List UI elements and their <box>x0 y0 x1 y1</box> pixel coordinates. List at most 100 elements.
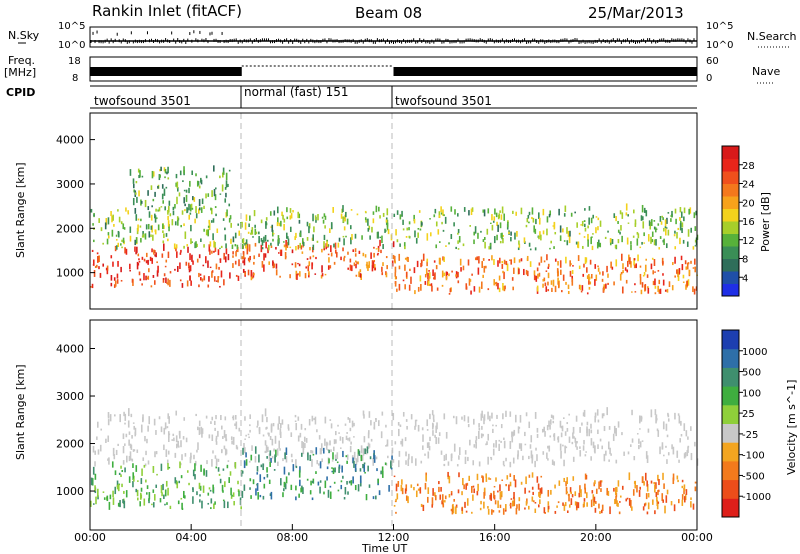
power-colorbar-swatch <box>722 233 739 247</box>
scatter-cell <box>288 472 290 476</box>
scatter-cell <box>175 480 178 485</box>
scatter-cell <box>135 214 138 221</box>
scatter-cell <box>265 217 268 221</box>
scatter-cell <box>377 245 380 250</box>
scatter-cell <box>345 455 348 458</box>
scatter-cell <box>217 467 220 472</box>
scatter-cell <box>411 456 413 464</box>
scatter-cell <box>107 235 110 239</box>
scatter-cell <box>354 260 357 263</box>
scatter-cell <box>166 459 169 464</box>
scatter-cell <box>500 440 502 443</box>
scatter-cell <box>572 426 575 434</box>
scatter-cell <box>379 239 381 247</box>
scatter-cell <box>196 180 199 187</box>
scatter-cell <box>497 224 499 232</box>
scatter-cell <box>470 208 473 216</box>
scatter-cell <box>375 456 378 460</box>
scatter-cell <box>283 466 286 475</box>
scatter-cell <box>653 226 656 230</box>
scatter-cell <box>493 490 495 499</box>
scatter-cell <box>263 236 265 243</box>
scatter-cell <box>644 472 647 481</box>
x-tick-label: 00:00 <box>681 531 713 544</box>
scatter-cell <box>240 472 243 477</box>
scatter-cell <box>509 411 512 417</box>
scatter-cell <box>642 216 644 221</box>
scatter-cell <box>210 208 213 215</box>
scatter-cell <box>247 231 250 234</box>
scatter-cell <box>157 209 159 212</box>
scatter-cell <box>105 267 108 271</box>
scatter-cell <box>231 440 233 445</box>
scatter-cell <box>580 224 582 226</box>
scatter-cell <box>220 414 222 421</box>
scatter-cell <box>540 256 543 263</box>
scatter-cell <box>457 489 460 494</box>
scatter-cell <box>677 479 679 483</box>
scatter-cell <box>663 238 665 246</box>
scatter-cell <box>279 448 281 451</box>
scatter-cell <box>171 219 174 226</box>
scatter-cell <box>255 231 258 235</box>
scatter-cell <box>381 411 384 416</box>
scatter-cell <box>329 485 332 488</box>
scatter-cell <box>476 256 479 261</box>
scatter-cell <box>245 244 248 249</box>
scatter-cell <box>401 210 403 217</box>
scatter-cell <box>477 232 479 239</box>
scatter-cell <box>639 486 642 490</box>
scatter-cell <box>247 257 250 261</box>
scatter-cell <box>152 198 155 202</box>
scatter-cell <box>571 278 574 286</box>
scatter-cell <box>526 217 529 223</box>
scatter-cell <box>253 255 256 260</box>
scatter-cell <box>686 450 689 457</box>
scatter-cell <box>386 444 388 447</box>
scatter-cell <box>694 226 697 231</box>
scatter-cell <box>536 267 539 272</box>
scatter-cell <box>657 430 660 437</box>
scatter-cell <box>351 234 353 240</box>
scatter-cell <box>494 208 496 215</box>
scatter-cell <box>662 499 664 503</box>
scatter-cell <box>630 499 632 508</box>
scatter-cell <box>384 462 387 465</box>
scatter-cell <box>565 281 567 285</box>
scatter-cell <box>678 499 680 504</box>
scatter-cell <box>407 257 409 262</box>
scatter-cell <box>651 239 654 243</box>
scatter-cell <box>144 233 147 240</box>
scatter-cell <box>381 266 383 272</box>
scatter-cell <box>192 488 194 493</box>
scatter-cell <box>213 250 215 253</box>
scatter-cell <box>457 229 460 234</box>
scatter-cell <box>94 265 97 269</box>
scatter-cell <box>377 478 380 484</box>
scatter-cell <box>562 274 565 281</box>
scatter-cell <box>536 427 539 433</box>
scatter-cell <box>674 412 676 420</box>
scatter-cell <box>399 243 401 247</box>
scatter-cell <box>457 248 460 250</box>
scatter-cell <box>434 434 436 438</box>
scatter-cell <box>499 491 502 500</box>
scatter-cell <box>224 227 226 231</box>
scatter-cell <box>314 416 317 425</box>
scatter-cell <box>534 508 537 513</box>
scatter-cell <box>576 446 578 450</box>
scatter-cell <box>364 254 367 258</box>
scatter-cell <box>503 464 506 467</box>
scatter-cell <box>607 273 609 278</box>
scatter-cell <box>467 416 470 423</box>
scatter-cell <box>185 189 188 193</box>
scatter-cell <box>511 431 513 438</box>
scatter-cell <box>167 487 169 496</box>
scatter-cell <box>414 290 416 295</box>
scatter-cell <box>228 169 231 172</box>
scatter-cell <box>652 280 655 286</box>
scatter-cell <box>434 272 436 280</box>
scatter-cell <box>199 485 202 491</box>
scatter-cell <box>106 495 109 502</box>
scatter-cell <box>316 460 319 465</box>
